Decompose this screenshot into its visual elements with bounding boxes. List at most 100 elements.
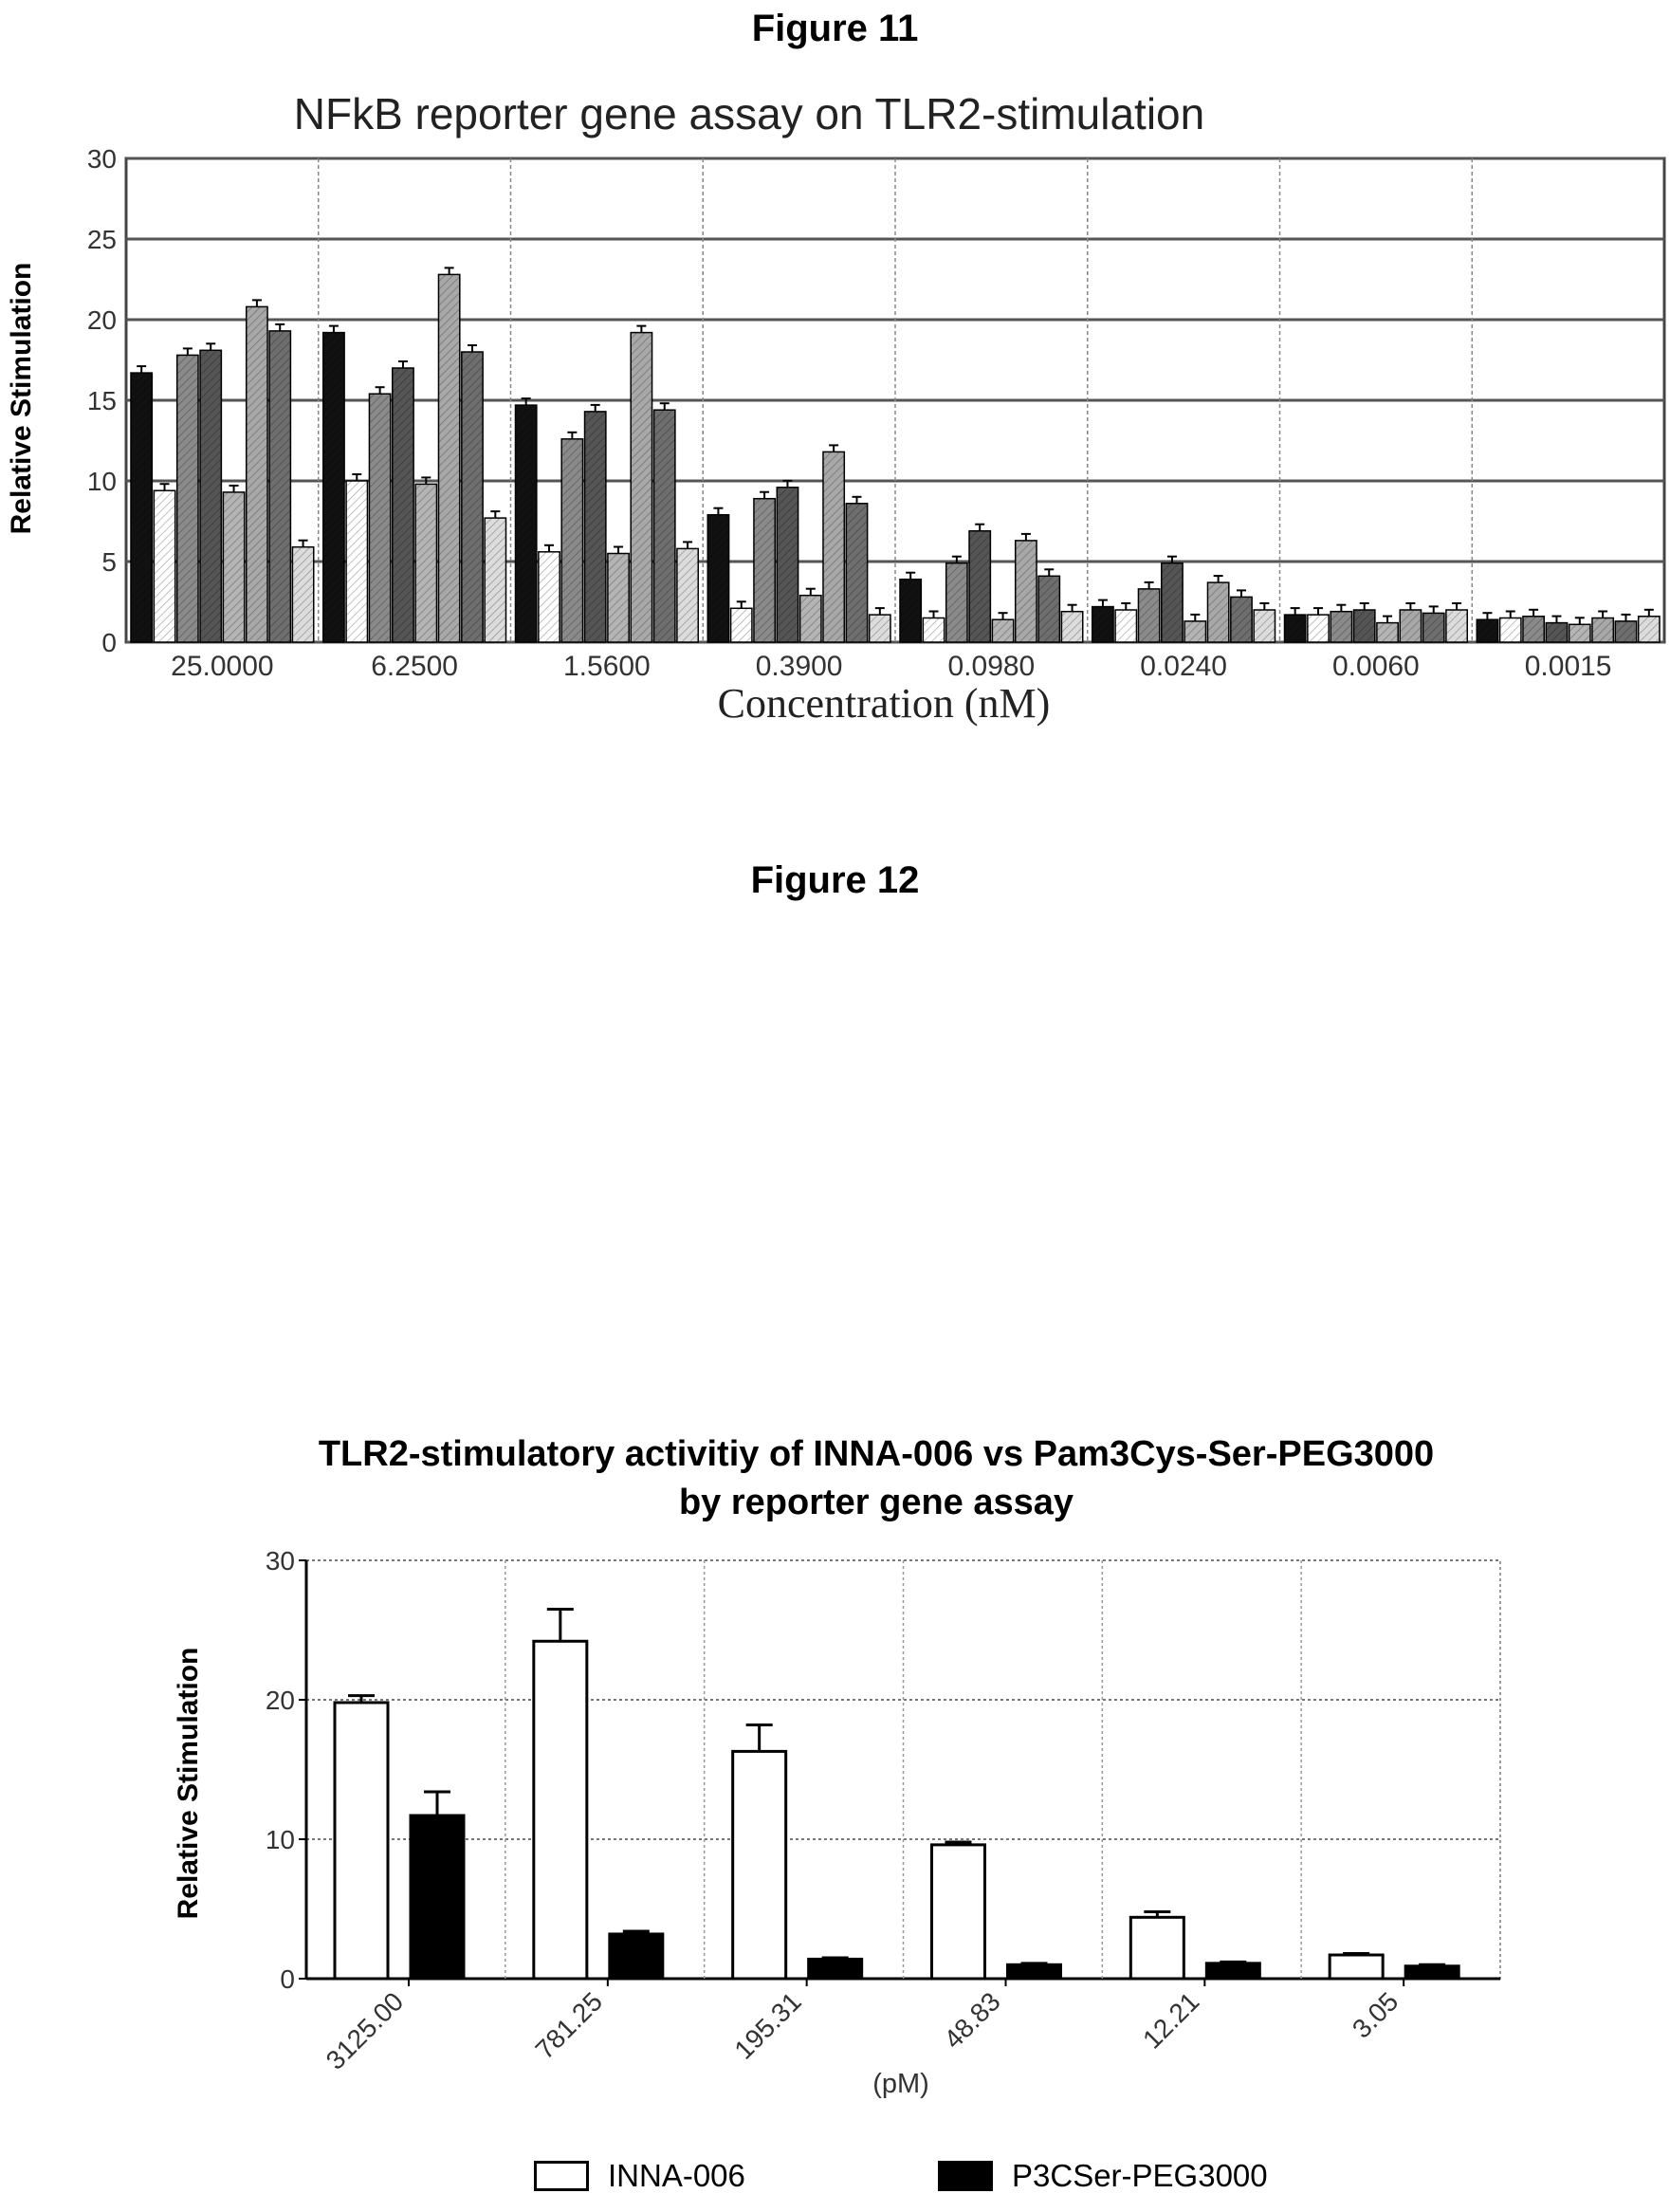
bar-texture (1445, 610, 1468, 642)
x-tick-label: 12.21 (1137, 1986, 1204, 2054)
y-tick-label: 10 (266, 1825, 295, 1854)
bar-texture (322, 332, 345, 642)
bar-texture (1422, 613, 1444, 642)
bar-texture (1353, 610, 1375, 642)
bar-texture (515, 405, 537, 642)
bar-texture (753, 498, 776, 642)
bar-texture (730, 608, 752, 642)
bar-texture (945, 562, 968, 642)
bar-texture (1284, 615, 1306, 642)
bar (1404, 1964, 1460, 1981)
bar (608, 1932, 665, 1981)
bar-texture (799, 595, 821, 642)
legend-label: P3CSer-PEG3000 (1012, 2158, 1268, 2193)
bar-texture (392, 368, 414, 642)
x-tick-label: 0.0980 (947, 651, 1035, 682)
bar-texture (992, 619, 1014, 642)
y-tick-label: 0 (101, 628, 117, 657)
legend: INNA-006 P3CSer-PEG3000 (0, 2158, 1670, 2205)
x-tick-label: 781.25 (530, 1986, 608, 2064)
bar-texture (154, 490, 175, 642)
bar-texture (1061, 611, 1083, 642)
bar-texture (676, 548, 699, 642)
bar-texture (1115, 610, 1137, 642)
bar-texture (369, 394, 391, 642)
bar-texture (461, 352, 484, 642)
bar-texture (1254, 610, 1275, 642)
bar-texture (1400, 610, 1422, 642)
bar-texture (246, 306, 268, 642)
bar-texture (1184, 620, 1206, 642)
legend-label: INNA-006 (608, 2158, 745, 2193)
bar-texture (1591, 618, 1614, 642)
y-tick-label: 15 (87, 386, 117, 415)
bar-texture (538, 551, 560, 642)
bar-texture (1230, 597, 1253, 642)
chart-title: TLR2-stimulatory activitiy of INNA-006 v… (319, 1434, 1434, 1474)
figure-11-label: Figure 11 (751, 8, 919, 49)
x-tick-label: 6.2500 (371, 651, 458, 682)
bar-texture (900, 579, 922, 642)
bar (731, 1749, 788, 1981)
figure-11-chart: NFkB reporter gene assay on TLR2-stimula… (6, 89, 1666, 727)
x-axis-label: Concentration (nM) (718, 680, 1051, 727)
y-tick-label: 30 (266, 1546, 295, 1576)
bar-texture (631, 332, 652, 642)
y-tick-label: 30 (87, 144, 117, 174)
x-tick-label: 3.05 (1347, 1986, 1404, 2043)
bar-texture (1138, 588, 1160, 642)
y-tick-label: 20 (87, 305, 117, 335)
legend-swatch-black (938, 2161, 993, 2191)
bar-texture (292, 546, 314, 642)
bar-texture (1499, 618, 1521, 642)
bar-texture (869, 615, 890, 642)
bar-texture (1546, 622, 1568, 642)
chart-subtitle: by reporter gene assay (679, 1483, 1074, 1522)
y-tick-label: 25 (87, 225, 117, 254)
bar (930, 1843, 986, 1981)
legend-item-inna: INNA-006 (534, 2158, 745, 2194)
bar-texture (1615, 620, 1637, 642)
x-tick-label: 0.3900 (756, 651, 843, 682)
bar-texture (269, 330, 291, 642)
bar-texture (1161, 562, 1184, 642)
bar-texture (1522, 616, 1545, 642)
bar-texture (846, 503, 868, 642)
y-tick-label: 20 (266, 1686, 295, 1715)
x-tick-label: 0.0240 (1140, 651, 1227, 682)
legend-swatch-white (534, 2161, 589, 2191)
bar-texture (1638, 616, 1660, 642)
bar-texture (707, 514, 729, 642)
bar-texture (1092, 606, 1114, 642)
y-tick-label: 10 (87, 467, 117, 496)
bar (1328, 1953, 1385, 1981)
bar-texture (131, 373, 153, 642)
bar (1204, 1962, 1261, 1981)
x-tick-label: 48.83 (938, 1986, 1005, 2054)
y-axis-label: Relative Stimulation (173, 1648, 204, 1920)
bar-texture (438, 274, 460, 642)
bar-texture (1038, 576, 1060, 642)
chart-title: NFkB reporter gene assay on TLR2-stimula… (294, 89, 1204, 138)
bar-texture (1330, 611, 1352, 642)
bar-texture (561, 438, 583, 642)
legend-item-p3cser: P3CSer-PEG3000 (938, 2158, 1268, 2194)
x-tick-label: 3125.00 (321, 1986, 409, 2074)
bar-texture (1477, 619, 1498, 642)
x-tick-label: 195.31 (728, 1986, 806, 2064)
bar-texture (346, 481, 368, 642)
x-tick-label: 1.5600 (563, 651, 651, 682)
bar-texture (653, 410, 675, 642)
bar-texture (1015, 540, 1037, 642)
bar (1006, 1963, 1062, 1981)
x-tick-label: 25.0000 (171, 651, 273, 682)
bar (807, 1957, 864, 1981)
bar-texture (822, 452, 845, 642)
figure-12-chart: TLR2-stimulatory activitiy of INNA-006 v… (173, 1434, 1501, 2099)
bar (409, 1814, 466, 1981)
bar (532, 1639, 589, 1981)
bar-texture (1207, 582, 1229, 642)
bar-texture (607, 553, 630, 642)
figure-12-label: Figure 12 (750, 859, 920, 901)
bar-texture (969, 530, 991, 642)
